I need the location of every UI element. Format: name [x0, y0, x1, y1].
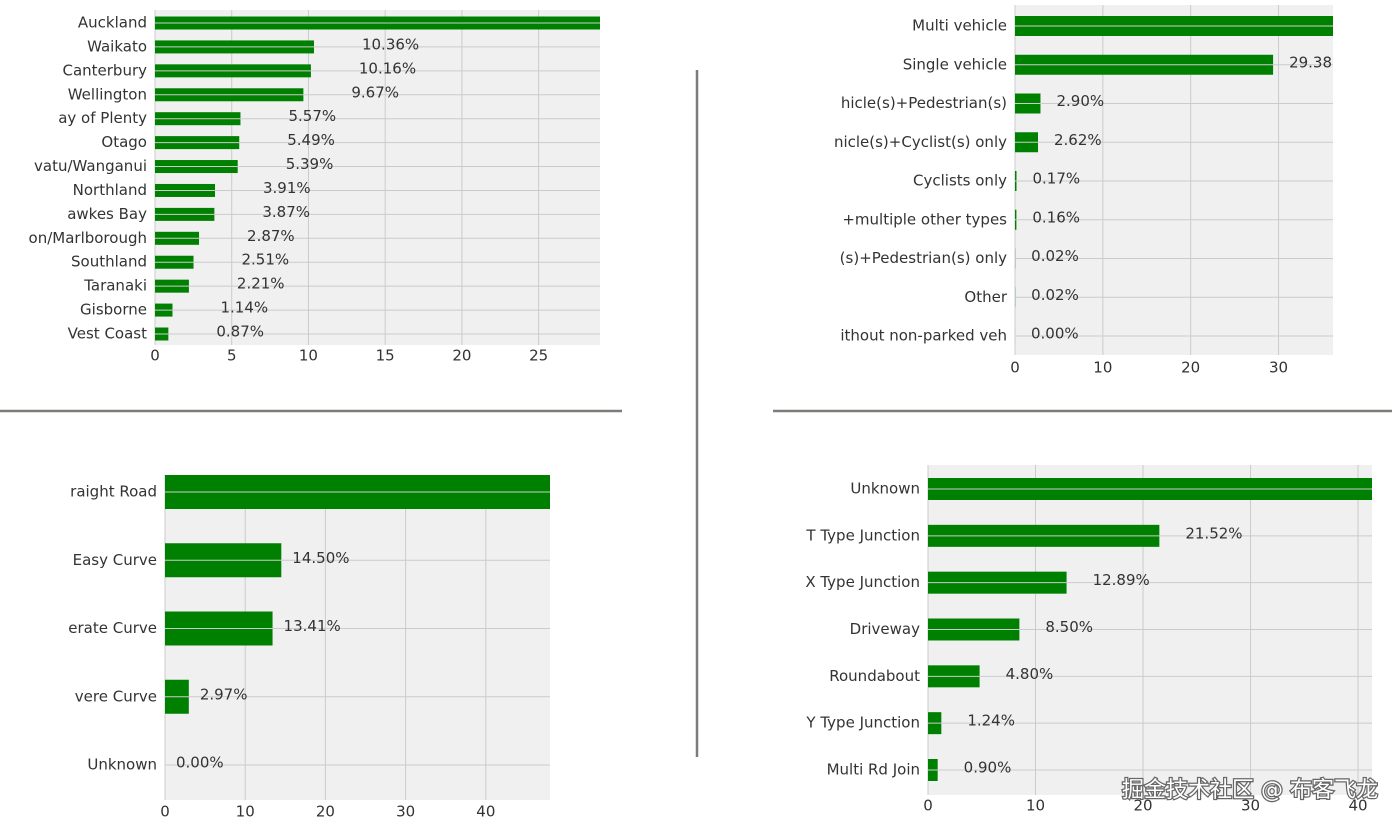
value-label: 9.67% — [351, 83, 399, 101]
y-tick-label: Roundabout — [829, 667, 920, 685]
chart-panel: 0 10 20 30 40 Unknown T Type Junction 21.52% X T… — [805, 465, 1372, 815]
y-tick-label: Taranaki — [83, 277, 147, 295]
y-tick-label: Vest Coast — [68, 325, 147, 343]
watermark: 掘金技术社区 @ 布客飞龙 — [1122, 778, 1378, 803]
value-label: 0.90% — [964, 759, 1012, 777]
x-tick-label: 0 — [923, 797, 933, 815]
y-tick-label: vere Curve — [75, 687, 157, 705]
y-tick-label: Wellington — [68, 85, 147, 103]
value-label: 5.57% — [288, 107, 336, 125]
y-tick-label: ay of Plenty — [58, 109, 147, 127]
y-tick-label: Southland — [71, 253, 147, 271]
x-tick-label: 30 — [1269, 359, 1288, 377]
x-tick-label: 20 — [316, 803, 335, 821]
value-label: 1.14% — [220, 299, 268, 317]
x-tick-label: 10 — [1093, 359, 1112, 377]
x-tick-label: 15 — [376, 347, 395, 365]
y-tick-label: Northland — [73, 181, 147, 199]
value-label: 8.50% — [1045, 618, 1093, 636]
y-tick-label: awkes Bay — [67, 205, 147, 223]
y-tick-label: X Type Junction — [805, 573, 920, 591]
value-label: 2.51% — [242, 251, 290, 269]
value-label: 10.36% — [362, 35, 419, 53]
y-tick-label: Cyclists only — [913, 172, 1007, 190]
y-tick-label: on/Marlborough — [29, 229, 147, 247]
chart-panel: 0 10 20 30 40 raight Road Easy Curve 14.50% erat… — [68, 475, 550, 821]
y-tick-label: Auckland — [78, 14, 147, 32]
value-label: 12.89% — [1093, 571, 1150, 589]
x-tick-label: 10 — [299, 347, 318, 365]
y-tick-label: Gisborne — [80, 301, 147, 319]
y-tick-label: erate Curve — [68, 619, 157, 637]
value-label: 13.41% — [284, 617, 341, 635]
value-label: 29.38 — [1289, 53, 1332, 71]
value-label: 0.02% — [1031, 286, 1079, 304]
value-label: 2.62% — [1054, 131, 1102, 149]
y-tick-label: Multi Rd Join — [827, 761, 920, 779]
value-label: 2.87% — [247, 227, 295, 245]
value-label: 3.87% — [262, 203, 310, 221]
y-tick-label: T Type Junction — [805, 526, 920, 544]
y-tick-label: Y Type Junction — [805, 714, 920, 732]
value-label: 0.16% — [1032, 208, 1080, 226]
y-tick-label: raight Road — [70, 483, 157, 501]
y-tick-label: Waikato — [87, 37, 147, 55]
x-tick-label: 5 — [227, 347, 237, 365]
y-tick-label: Unknown — [87, 756, 157, 774]
y-tick-label: Multi vehicle — [912, 17, 1007, 35]
x-tick-label: 0 — [150, 347, 160, 365]
y-tick-label: Canterbury — [62, 61, 147, 79]
value-label: 5.39% — [286, 155, 334, 173]
value-label: 0.17% — [1032, 170, 1080, 188]
value-label: 2.97% — [200, 685, 248, 703]
y-tick-label: Other — [964, 288, 1007, 306]
y-tick-label: Unknown — [850, 480, 920, 498]
chart-panel: 0 10 20 30 Multi vehicle Single vehicle 29.38 h… — [834, 5, 1333, 377]
x-tick-label: 20 — [1181, 359, 1200, 377]
x-tick-label: 0 — [160, 803, 170, 821]
value-label: 3.91% — [263, 179, 311, 197]
value-label: 5.49% — [287, 131, 335, 149]
x-tick-label: 40 — [1348, 797, 1367, 815]
chart-panel: 0 5 10 15 20 25 Auckland Waikato 10.36% Canterbur… — [29, 10, 600, 365]
y-tick-label: nicle(s)+Cyclist(s) only — [834, 133, 1007, 151]
x-tick-label: 20 — [1133, 797, 1152, 815]
value-label: 2.90% — [1056, 92, 1104, 110]
value-label: 2.21% — [237, 275, 285, 293]
x-tick-label: 30 — [1241, 797, 1260, 815]
value-label: 0.00% — [176, 754, 224, 772]
x-tick-label: 40 — [476, 803, 495, 821]
y-tick-label: ithout non-parked veh — [840, 327, 1007, 345]
value-label: 0.00% — [1031, 325, 1079, 343]
value-label: 0.02% — [1031, 247, 1079, 265]
y-tick-label: (s)+Pedestrian(s) only — [840, 249, 1007, 267]
x-tick-label: 10 — [1026, 797, 1045, 815]
x-tick-label: 30 — [396, 803, 415, 821]
y-tick-label: Otago — [101, 133, 147, 151]
x-tick-label: 20 — [452, 347, 471, 365]
value-label: 21.52% — [1185, 524, 1242, 542]
value-label: 14.50% — [292, 549, 349, 567]
value-label: 10.16% — [359, 59, 416, 77]
y-tick-label: hicle(s)+Pedestrian(s) — [841, 94, 1007, 112]
y-tick-label: Easy Curve — [73, 551, 157, 569]
value-label: 1.24% — [967, 712, 1015, 730]
y-tick-label: vatu/Wanganui — [34, 157, 147, 175]
value-label: 0.87% — [216, 323, 264, 341]
y-tick-label: Single vehicle — [903, 55, 1007, 73]
y-tick-label: +multiple other types — [842, 210, 1007, 228]
value-label: 4.80% — [1006, 665, 1054, 683]
x-tick-label: 25 — [529, 347, 548, 365]
x-tick-label: 0 — [1010, 359, 1020, 377]
y-tick-label: Driveway — [850, 620, 920, 638]
x-tick-label: 10 — [236, 803, 255, 821]
